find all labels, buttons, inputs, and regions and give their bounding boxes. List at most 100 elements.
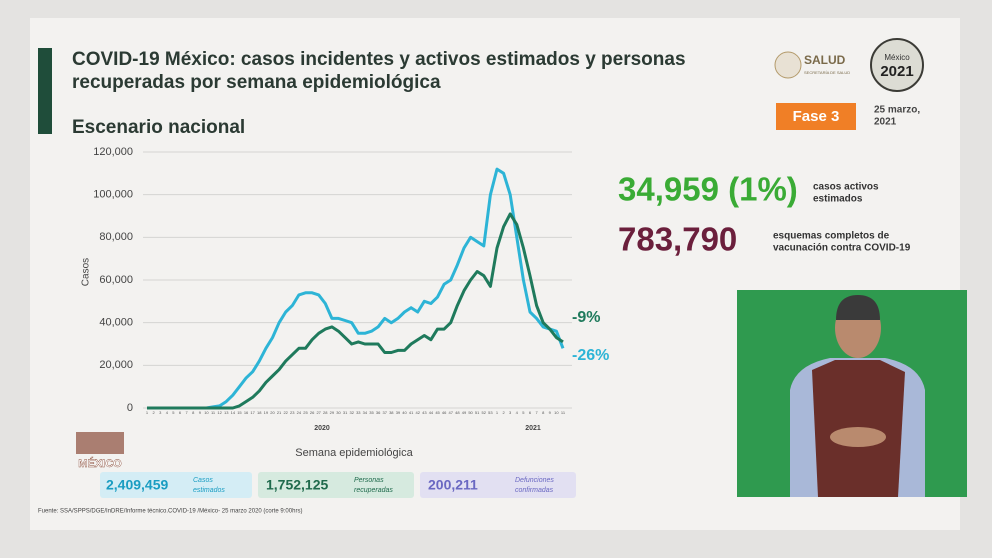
y-axis-label: Casos	[81, 258, 92, 286]
x-tick-label: 8	[542, 410, 545, 415]
x-tick-label: 36	[376, 410, 381, 415]
active-cases: 34,959 (1%)	[618, 171, 798, 208]
x-tick-label: 11	[211, 410, 216, 415]
stat-label: estimados	[813, 194, 863, 205]
series-line	[147, 167, 565, 410]
x-tick-label: 6	[529, 410, 532, 415]
x-tick-label: 13	[224, 410, 229, 415]
x-tick-label: 3	[509, 410, 512, 415]
x-tick-label: 3	[159, 410, 162, 415]
summary-box	[258, 472, 414, 498]
x-tick-label: 20	[270, 410, 275, 415]
chart-title: COVID-19 México: casos incidentes y acti…	[72, 49, 686, 93]
side-logo-art	[76, 432, 124, 454]
accent-bar	[38, 48, 52, 134]
x-tick-label: 31	[343, 410, 348, 415]
x-tick-label: 47	[449, 410, 454, 415]
x-tick-label: 5	[522, 410, 525, 415]
x-tick-label: 42	[416, 410, 421, 415]
x-tick-label: 33	[356, 410, 361, 415]
x-tick-label: 35	[369, 410, 374, 415]
x-tick-label: 39	[396, 410, 401, 415]
agency-sub: SECRETARÍA DE SALUD	[804, 70, 850, 75]
y-tick-label: 20,000	[99, 359, 133, 371]
summary-label: Casos	[193, 477, 213, 484]
x-tick-label: 53	[488, 410, 493, 415]
x-tick-label: 27	[316, 410, 321, 415]
stat-label: vacunación contra COVID-19	[773, 243, 911, 254]
x-tick-label: 10	[204, 410, 209, 415]
x-tick-label: 11	[561, 410, 566, 415]
x-tick-label: 9	[549, 410, 552, 415]
y-tick-label: 100,000	[93, 189, 133, 201]
logo-year: 2021	[880, 63, 913, 80]
seal	[774, 51, 802, 79]
logo-top: México	[884, 53, 910, 62]
x-tick-label: 9	[199, 410, 202, 415]
summary-box	[100, 472, 252, 498]
x-tick-label: 26	[310, 410, 315, 415]
x-tick-label: 48	[455, 410, 460, 415]
x-tick-label: 24	[297, 410, 302, 415]
x-tick-label: 50	[468, 410, 473, 415]
summary-label: estimados	[193, 487, 225, 494]
x-tick-label: 22	[283, 410, 288, 415]
phase: Fase 3	[793, 108, 840, 125]
agency: SALUD	[804, 53, 846, 67]
vaccinations: 783,790	[618, 221, 737, 258]
x-tick-label: 43	[422, 410, 427, 415]
x-tick-label: 44	[429, 410, 434, 415]
annotation: -9%	[572, 309, 600, 326]
stat-label: casos activos	[813, 182, 879, 193]
x-tick-label: 6	[179, 410, 182, 415]
stat-label: esquemas completos de	[773, 231, 890, 242]
y-tick-label: 0	[127, 402, 133, 414]
date: 25 marzo,	[874, 105, 920, 116]
summary-label: recuperadas	[354, 487, 393, 494]
logo-2021	[870, 38, 924, 92]
x-tick-label: 2	[152, 410, 155, 415]
x-tick-label: 25	[303, 410, 308, 415]
summary-label: confirmadas	[515, 487, 554, 494]
x-tick-label: 4	[516, 410, 519, 415]
x-tick-label: 32	[349, 410, 354, 415]
summary-value: 1,752,125	[266, 477, 328, 493]
subtitle: Escenario nacional	[72, 117, 245, 138]
footer: Fuente: SSA/SPPS/DGE/InDRE/Informe técni…	[38, 509, 302, 515]
x-axis-label: Semana epidemiológica	[295, 447, 413, 459]
x-tick-label: 7	[186, 410, 189, 415]
x-tick-label: 5	[172, 410, 175, 415]
x-tick-label: 14	[231, 410, 236, 415]
x-tick-label: 34	[363, 410, 368, 415]
x-tick-label: 29	[330, 410, 335, 415]
x-tick-label: 1	[146, 410, 149, 415]
x-tick-label: 41	[409, 410, 414, 415]
x-tick-label: 19	[264, 410, 269, 415]
phase-box	[776, 103, 856, 130]
x-tick-label: 2	[502, 410, 505, 415]
x-tick-label: 10	[554, 410, 559, 415]
x-tick-label: 30	[336, 410, 341, 415]
x-tick-label: 38	[389, 410, 394, 415]
year-label: 2021	[525, 425, 541, 432]
x-tick-label: 12	[217, 410, 222, 415]
series-line	[147, 212, 564, 410]
x-tick-label: 21	[277, 410, 282, 415]
title-line2: recuperadas por semana epidemiológica	[72, 72, 441, 93]
x-tick-label: 23	[290, 410, 295, 415]
year-label: 2020	[314, 425, 330, 432]
x-tick-label: 18	[257, 410, 262, 415]
x-tick-label: 37	[382, 410, 387, 415]
x-tick-label: 52	[482, 410, 487, 415]
summary-value: 2,409,459	[106, 477, 168, 493]
speaker-hands	[830, 427, 886, 447]
summary-box	[420, 472, 576, 498]
y-tick-label: 40,000	[99, 317, 133, 329]
x-tick-label: 8	[192, 410, 195, 415]
annotation: -26%	[572, 347, 609, 364]
summary-label: Defunciones	[515, 477, 554, 484]
x-tick-label: 1	[496, 410, 499, 415]
plot: 0 20,000 40,000 60,000 80,000 100,000 120,000 1…	[93, 146, 609, 415]
